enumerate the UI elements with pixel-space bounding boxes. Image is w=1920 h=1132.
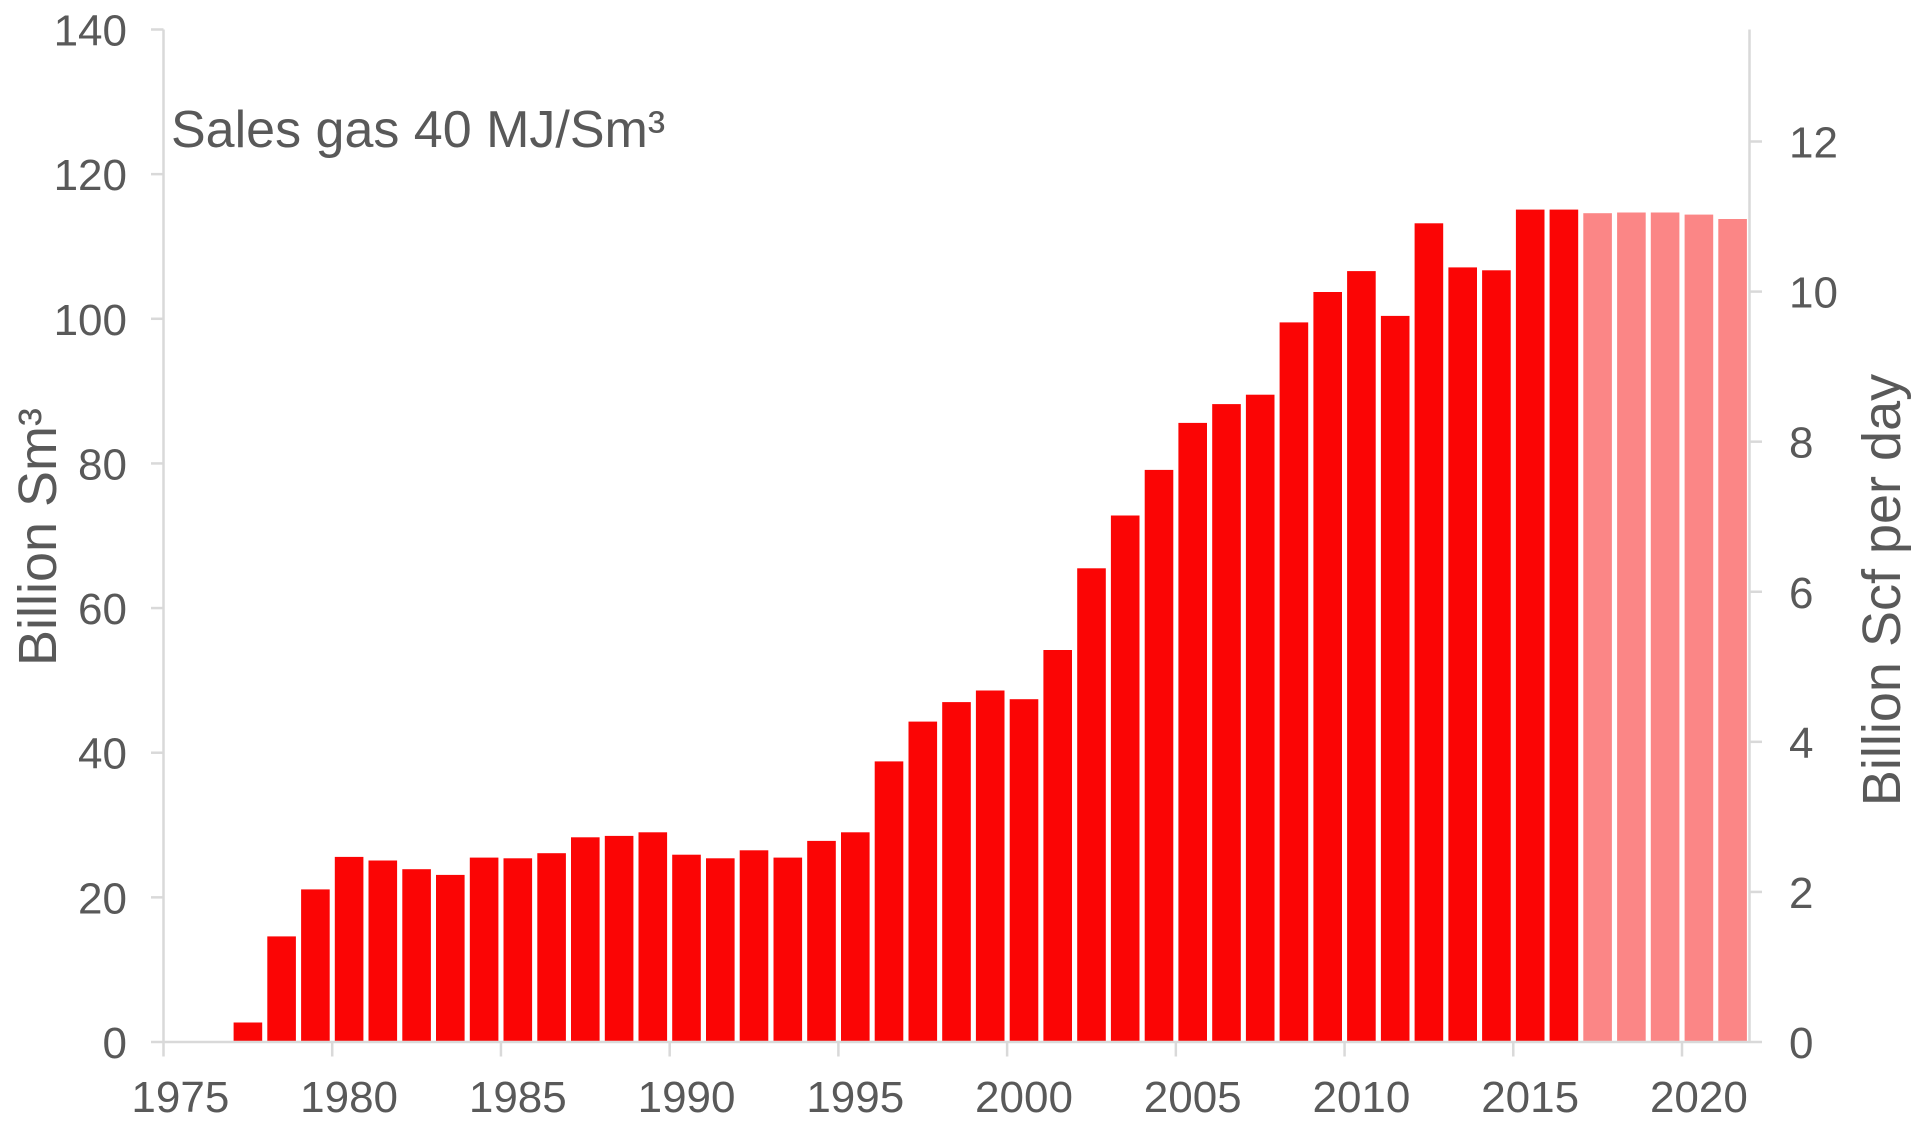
bar-1994-historical xyxy=(807,840,836,1042)
bar-2012-historical xyxy=(1414,223,1444,1043)
bar-2003-historical xyxy=(1110,515,1140,1042)
bar-2002-historical xyxy=(1077,568,1106,1042)
bars-layer xyxy=(233,209,1747,1043)
bar-1978-historical xyxy=(267,936,296,1042)
bar-1997-historical xyxy=(908,721,938,1042)
bar-1980-historical xyxy=(334,856,364,1042)
bar-2019-forecast xyxy=(1650,212,1680,1042)
bar-1996-historical xyxy=(874,761,904,1042)
x-tick-label-2020: 2020 xyxy=(1650,1073,1748,1122)
bar-1998-historical xyxy=(942,702,971,1042)
bar-2011-historical xyxy=(1380,315,1410,1042)
left-tick-label-140: 140 xyxy=(54,7,127,56)
x-tick-label-1985: 1985 xyxy=(469,1073,567,1122)
bar-1979-historical xyxy=(301,889,330,1042)
bar-2005-historical xyxy=(1178,422,1207,1042)
right-tick-label-0: 0 xyxy=(1789,1019,1813,1068)
axes-layer: 0 20 40 60 80 100 120 140 0 2 4 6 8 10 12 1975 1980 1985 1… xyxy=(54,7,1838,1123)
bar-2020-forecast xyxy=(1684,214,1714,1043)
bar-2014-historical xyxy=(1482,270,1511,1042)
bar-1989-historical xyxy=(638,832,668,1042)
bar-1977-historical xyxy=(233,1022,263,1042)
right-tick-label-10: 10 xyxy=(1789,269,1838,318)
bar-2009-historical xyxy=(1313,292,1342,1042)
left-tick-label-0: 0 xyxy=(103,1019,127,1068)
right-tick-label-2: 2 xyxy=(1789,869,1813,918)
x-tick-label-2010: 2010 xyxy=(1312,1073,1410,1122)
bar-2004-historical xyxy=(1144,469,1174,1042)
bar-2007-historical xyxy=(1245,394,1275,1042)
bar-2010-historical xyxy=(1347,271,1376,1043)
left-tick-label-20: 20 xyxy=(78,874,127,923)
x-tick-label-1995: 1995 xyxy=(806,1073,904,1122)
x-tick-label-2005: 2005 xyxy=(1144,1073,1242,1122)
bar-2008-historical xyxy=(1279,322,1309,1042)
right-tick-label-4: 4 xyxy=(1789,719,1813,768)
bar-1982-historical xyxy=(402,869,431,1042)
bar-2018-forecast xyxy=(1617,212,1646,1042)
bar-2013-historical xyxy=(1448,267,1477,1042)
bar-1987-historical xyxy=(571,837,600,1042)
bar-1981-historical xyxy=(368,860,398,1042)
bar-2015-historical xyxy=(1515,209,1545,1043)
bar-1984-historical xyxy=(469,857,499,1042)
bar-1983-historical xyxy=(436,874,465,1042)
x-tick-label-2015: 2015 xyxy=(1481,1073,1579,1122)
bar-1993-historical xyxy=(773,857,803,1042)
left-tick-label-60: 60 xyxy=(78,585,127,634)
right-tick-label-12: 12 xyxy=(1789,119,1838,168)
chart-title: Sales gas 40 MJ/Sm³ xyxy=(171,101,665,159)
bar-1992-historical xyxy=(739,850,769,1042)
bar-2000-historical xyxy=(1009,699,1039,1042)
bar-1995-historical xyxy=(841,832,870,1042)
left-tick-label-40: 40 xyxy=(78,730,127,779)
right-axis-title: Billion Scf per day xyxy=(1852,374,1912,806)
bar-1990-historical xyxy=(672,854,701,1042)
left-tick-label-80: 80 xyxy=(78,440,127,489)
bar-1991-historical xyxy=(706,858,735,1042)
bar-2016-historical xyxy=(1549,209,1579,1043)
bar-2021-forecast xyxy=(1718,219,1747,1042)
x-tick-label-1975: 1975 xyxy=(131,1073,229,1122)
right-tick-label-8: 8 xyxy=(1789,419,1813,468)
left-axis-title: Billion Sm³ xyxy=(8,408,68,666)
bar-1999-historical xyxy=(975,690,1005,1042)
bar-1985-historical xyxy=(503,858,533,1042)
right-tick-label-6: 6 xyxy=(1789,569,1813,618)
x-tick-label-2000: 2000 xyxy=(975,1073,1073,1122)
bar-1986-historical xyxy=(537,853,566,1042)
left-tick-label-100: 100 xyxy=(54,296,127,345)
x-tick-label-1990: 1990 xyxy=(638,1073,736,1122)
x-tick-label-1980: 1980 xyxy=(300,1073,398,1122)
bar-2006-historical xyxy=(1212,404,1241,1043)
bar-1988-historical xyxy=(604,835,634,1042)
bar-2001-historical xyxy=(1043,650,1072,1042)
left-tick-label-120: 120 xyxy=(54,151,127,200)
bar-2017-forecast xyxy=(1583,213,1612,1042)
